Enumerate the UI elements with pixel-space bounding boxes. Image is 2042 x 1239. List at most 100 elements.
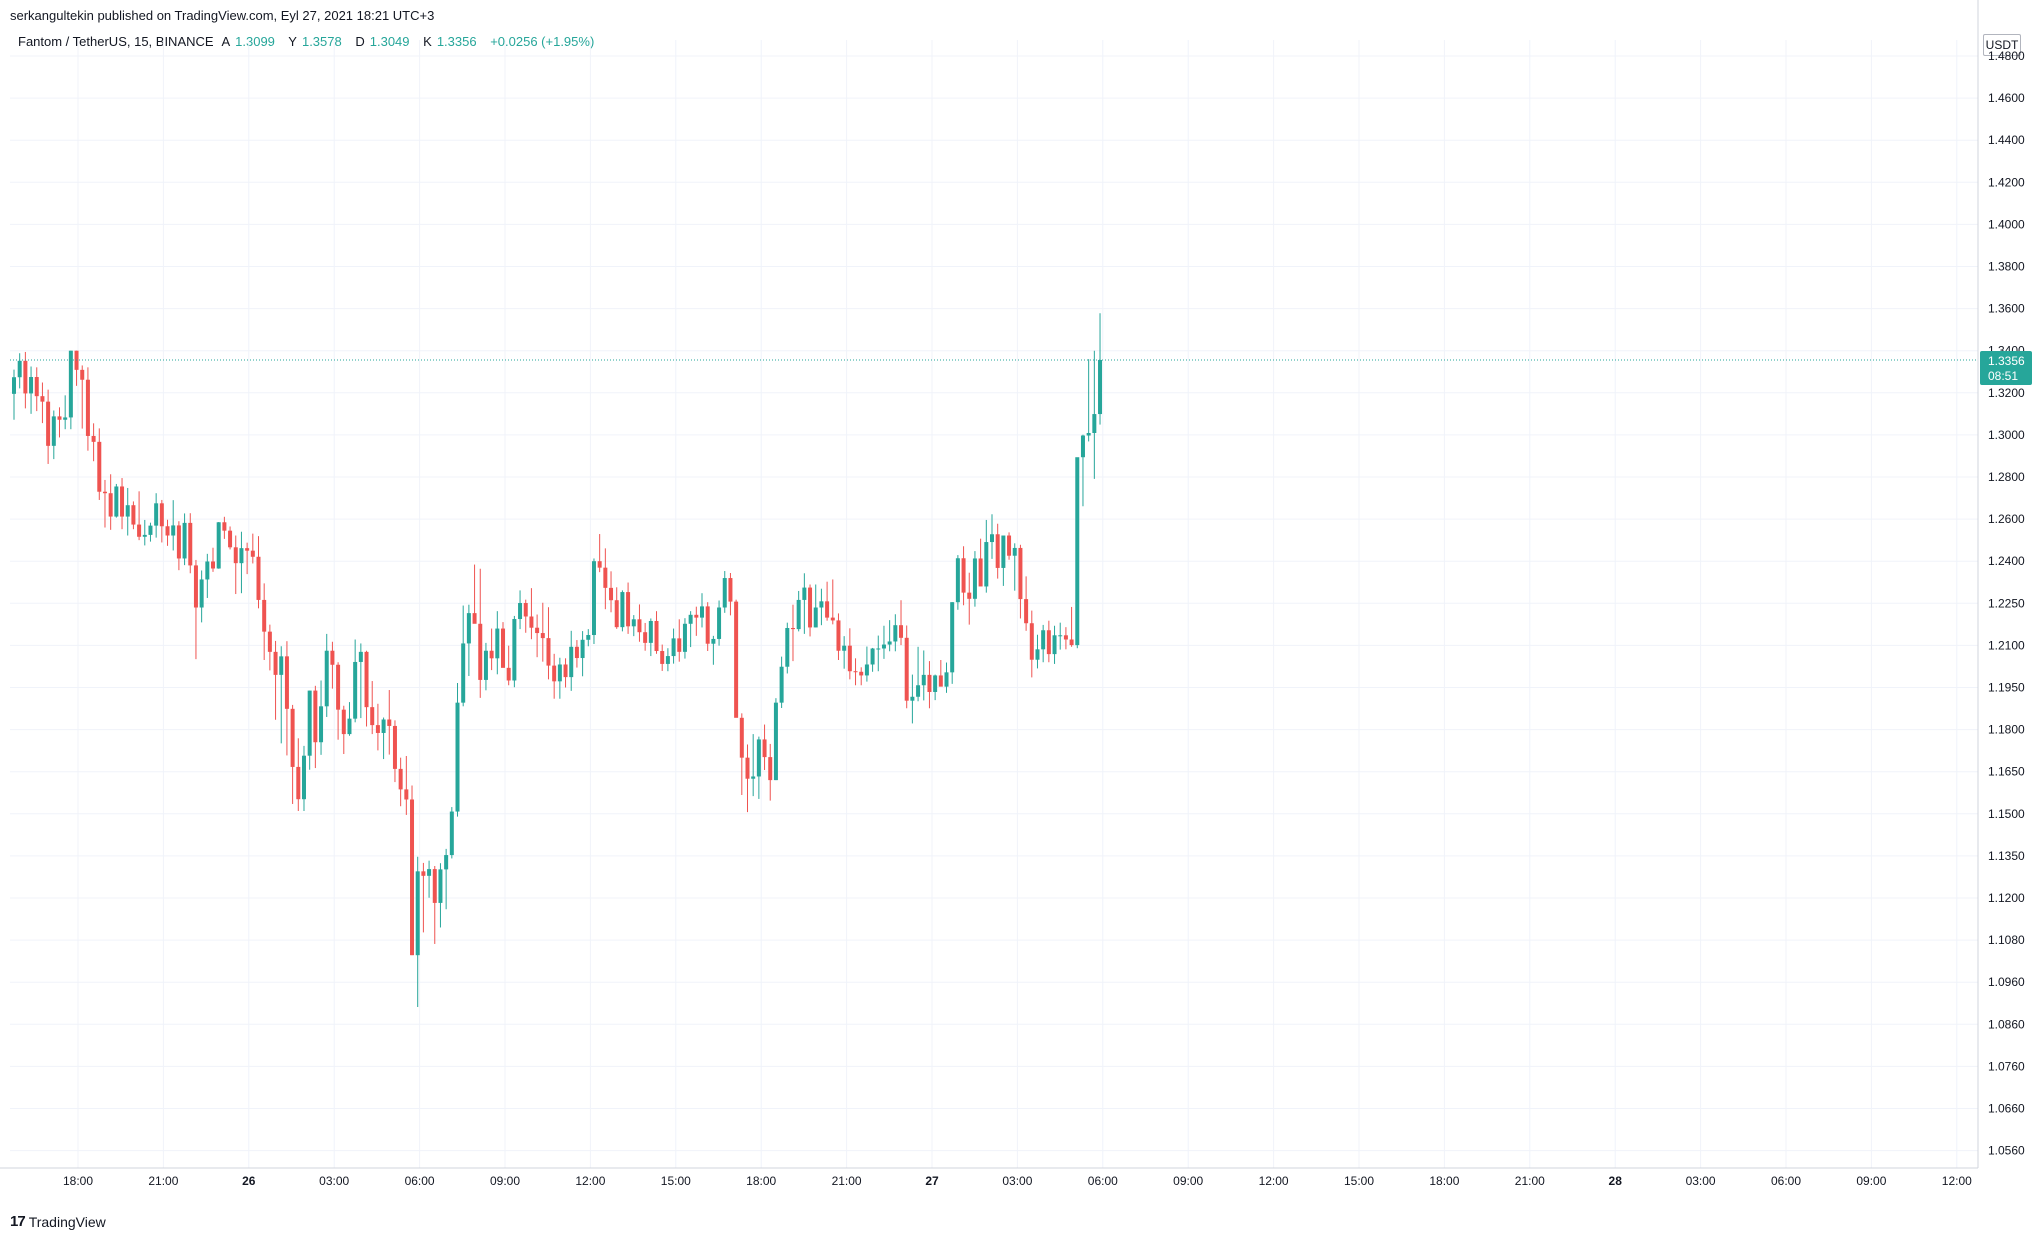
price-tick-label: 1.1350 (1988, 849, 2025, 863)
candle (756, 736, 761, 799)
candle-body (154, 503, 159, 526)
candle (461, 605, 466, 707)
candle-body (120, 486, 125, 517)
candle (603, 548, 608, 610)
candle-body (108, 493, 113, 517)
candle-body (682, 623, 687, 652)
candle-body (967, 592, 972, 599)
candle (881, 625, 886, 659)
candle (597, 534, 602, 573)
candle (427, 860, 432, 898)
candle (387, 690, 392, 755)
candle (677, 619, 682, 662)
time-tick-label: 18:00 (1429, 1174, 1459, 1188)
candle-body (483, 650, 488, 680)
tradingview-logo[interactable]: 17 TradingView (10, 1213, 106, 1230)
candle-body (410, 799, 415, 956)
candle (864, 646, 869, 682)
candle-body (830, 617, 835, 621)
candle-body (762, 739, 767, 758)
candle (108, 474, 113, 530)
candle-body (768, 757, 773, 781)
last-price-label: 1.3356 (1988, 354, 2025, 368)
candle-body (1035, 649, 1040, 660)
open-label: A (221, 34, 231, 49)
candle (887, 620, 892, 652)
candle-body (535, 627, 540, 634)
candle-body (870, 648, 875, 665)
open-value: 1.3099 (235, 34, 275, 49)
time-tick-label: 21:00 (1515, 1174, 1545, 1188)
candle (665, 648, 670, 672)
candle (682, 618, 687, 659)
candle-body (404, 789, 409, 800)
price-tick-label: 1.1650 (1988, 765, 2025, 779)
candle (307, 690, 312, 770)
candle (148, 522, 153, 542)
candle-body (1098, 359, 1103, 415)
candle-body (717, 607, 722, 639)
candle-body (159, 503, 164, 527)
candle-body (591, 561, 596, 636)
price-tick-label: 1.2600 (1988, 512, 2025, 526)
candle-body (455, 702, 460, 812)
candle-body (779, 666, 784, 703)
candle (188, 513, 193, 574)
candle (176, 521, 181, 571)
candle-body (711, 638, 716, 644)
candle-body (978, 558, 983, 587)
candle (671, 628, 676, 664)
candle (859, 667, 864, 686)
candle-body (688, 614, 693, 624)
time-tick-label: 18:00 (63, 1174, 93, 1188)
candle (125, 487, 130, 536)
candle (46, 389, 51, 464)
candle-body (819, 601, 824, 608)
candle (591, 558, 596, 644)
symbol-name[interactable]: Fantom / TetherUS, 15, BINANCE (18, 34, 214, 49)
candle-body (165, 526, 170, 536)
candle-body (620, 592, 625, 628)
candle-body (381, 719, 386, 733)
candle-body (1058, 635, 1063, 637)
candle (51, 410, 56, 460)
candle (222, 516, 227, 539)
price-tick-label: 1.1080 (1988, 933, 2025, 947)
candle (773, 698, 778, 781)
candle (1012, 543, 1017, 591)
close-value: 1.3356 (436, 34, 477, 49)
candle (927, 661, 932, 709)
candle-body (125, 505, 130, 517)
candle (637, 604, 642, 642)
candle-body (677, 638, 682, 652)
candle (358, 643, 363, 719)
candle (933, 674, 938, 701)
candle (893, 614, 898, 652)
candle (751, 734, 756, 797)
candle (802, 573, 807, 634)
candle-body (495, 628, 500, 659)
candle (364, 650, 369, 727)
candle (790, 604, 795, 662)
candle (34, 367, 39, 412)
candle (1063, 627, 1068, 650)
candle (995, 523, 1000, 579)
candle-body (228, 530, 233, 548)
candle (23, 351, 28, 409)
candle-body (284, 656, 289, 709)
candle (728, 572, 733, 616)
candle (1069, 606, 1074, 647)
candle (739, 713, 744, 795)
currency-unit-button[interactable]: USDT (1983, 34, 2021, 56)
candle-body (500, 628, 505, 668)
candle (415, 856, 420, 1008)
candle-body (893, 625, 898, 642)
low-label: D (355, 34, 365, 49)
candle-body (904, 637, 909, 701)
candle-body (358, 651, 363, 662)
candle (694, 606, 699, 636)
time-tick-label: 03:00 (1686, 1174, 1716, 1188)
candle (472, 564, 477, 624)
candle-body (262, 599, 267, 632)
